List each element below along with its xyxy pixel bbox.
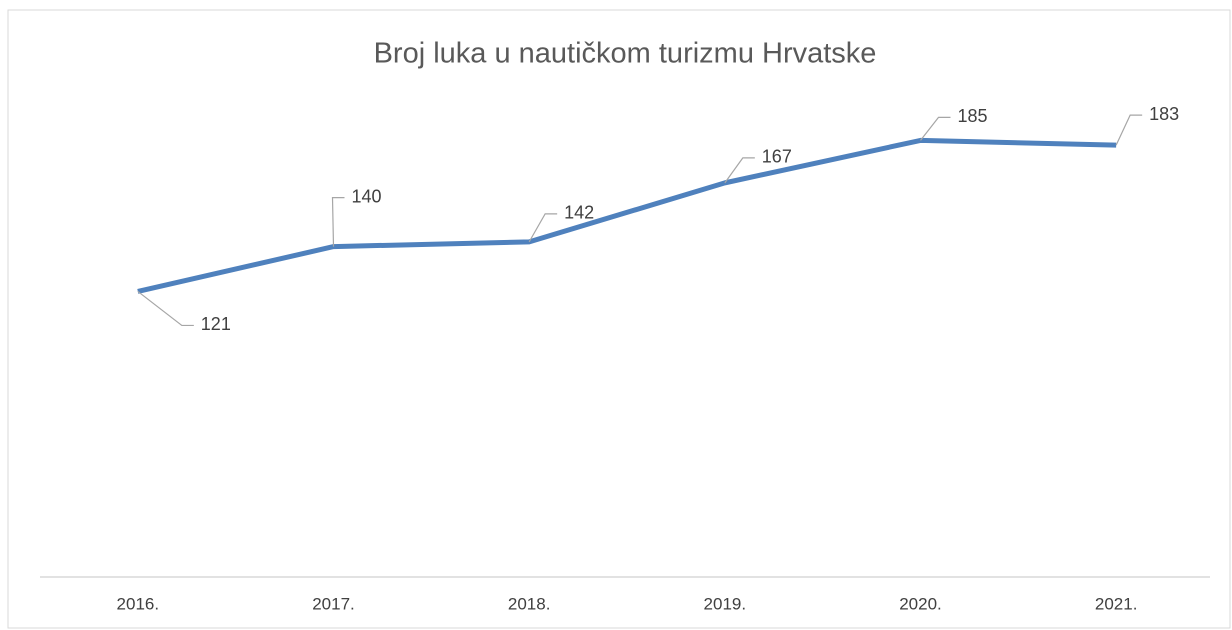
chart-border (7, 9, 1231, 629)
line (137, 137, 1117, 294)
chart-title: Broj luka u nautičkom turizmu Hrvatske (374, 38, 877, 70)
leader-line (1115, 114, 1143, 146)
data-label: 121 (201, 314, 231, 334)
data-label: 183 (1149, 104, 1179, 124)
x-tick-label: 2016. (117, 594, 160, 613)
x-tick-label: 2019. (704, 594, 747, 613)
leader-line (331, 197, 345, 247)
leader-line (724, 157, 755, 184)
data-label: 140 (351, 186, 381, 206)
leader-line (920, 116, 951, 141)
x-tick-label: 2020. (899, 594, 942, 613)
x-tick-label: 2018. (508, 594, 551, 613)
x-tick-label: 2017. (312, 594, 355, 613)
data-label: 167 (762, 147, 792, 167)
data-label: 142 (564, 203, 594, 223)
data-label: 185 (957, 106, 987, 126)
x-tick-label: 2021. (1095, 594, 1138, 613)
leader-line (137, 290, 194, 327)
leader-line (528, 213, 558, 243)
